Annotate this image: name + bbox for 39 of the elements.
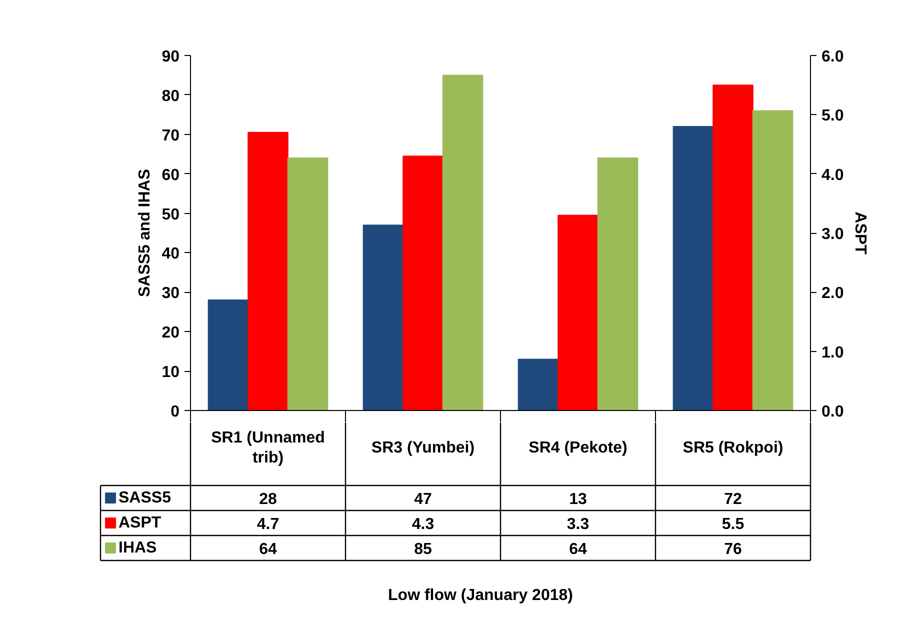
y2-axis-title: ASPT [852,212,869,255]
y-tick-label: 50 [162,206,180,224]
x-tick-label: SR5 (Rokpoi) [682,440,784,456]
y2-tick-label: 1.0 [822,344,844,362]
y-tick-label: 10 [162,364,180,382]
data-label: 28 [259,491,277,508]
y2-tick-label: 6.0 [822,48,844,66]
legend-label: ASPT [118,514,162,532]
data-label: 3.3 [566,516,590,533]
y2-tick-label: 3.0 [822,226,844,243]
y-tick-label: 80 [162,88,180,105]
data-label: 76 [724,541,742,558]
x-tick-label: SR3 (Yumbei) [371,440,475,456]
data-label: 4.7 [256,516,280,533]
y2-tick-label: 5.0 [822,108,844,125]
y-tick-label: 70 [162,127,180,144]
y-axis-title: SASS5 and IHAS [136,168,154,298]
data-label: 5.5 [722,516,744,533]
y2-tick-label: 0.0 [822,404,844,420]
legend-label: IHAS [118,540,158,556]
data-label: 85 [414,541,432,558]
y2-tick-label: 4.0 [822,166,844,184]
y-tick-label: 40 [162,246,180,263]
data-label: 4.3 [412,516,434,533]
y-tick-label: 20 [162,324,180,342]
data-label: 64 [259,541,277,558]
data-label: 13 [569,491,587,508]
y-tick-label: 90 [162,48,180,66]
text: Low flow (January 2018) [388,587,573,604]
x-tick-label: SR1 (Unnamed trib) [211,429,325,467]
x-tick-label: SR4 (Pekote) [528,440,628,456]
data-label: 72 [724,491,742,508]
data-label: 64 [569,541,587,558]
legend-label: SASS5 [118,490,172,506]
y-tick-label: 0 [170,404,180,420]
data-label: 47 [414,491,432,508]
y-tick-label: 60 [162,166,180,184]
y2-tick-label: 2.0 [822,285,844,302]
y-tick-label: 30 [162,285,180,302]
